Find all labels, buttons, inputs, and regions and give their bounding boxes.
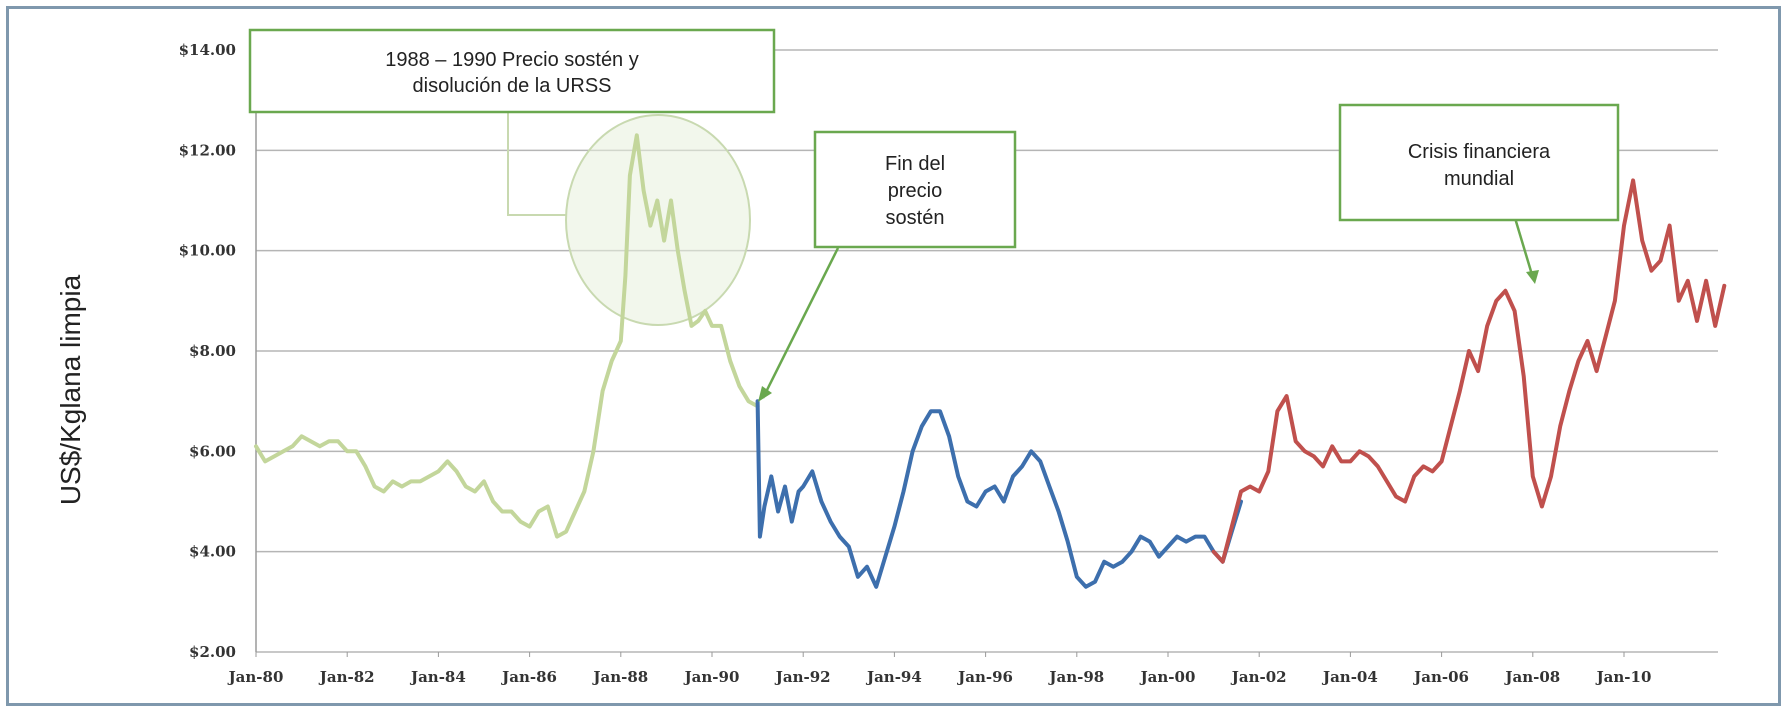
y-tick-label: $14.00 xyxy=(179,41,236,59)
x-tick-label: Jan-04 xyxy=(1321,668,1378,686)
x-tick-label: Jan-00 xyxy=(1139,668,1196,686)
y-tick-label: $10.00 xyxy=(179,242,236,260)
x-tick-label: Jan-94 xyxy=(865,668,922,686)
x-tick-label: Jan-80 xyxy=(227,668,284,686)
y-tick-label: $2.00 xyxy=(189,643,236,661)
x-tick-label: Jan-98 xyxy=(1047,668,1104,686)
arrowhead-price-support xyxy=(758,386,772,402)
x-tick-label: Jan-82 xyxy=(318,668,375,686)
y-tick-label: $12.00 xyxy=(179,141,236,159)
y-tick-label: $8.00 xyxy=(189,342,236,360)
annotation-ussr-line-1: 1988 – 1990 Precio sostén y xyxy=(385,49,639,71)
x-tick-label: Jan-86 xyxy=(500,668,557,686)
annotation-price-support-end: Fin del precio sostén xyxy=(813,130,1017,249)
arrowhead-crisis xyxy=(1526,270,1539,284)
annotation-price-support-line-3: sostén xyxy=(886,207,945,229)
x-tick-label: Jan-90 xyxy=(683,668,740,686)
y-axis-label: US$/Kglana limpia xyxy=(55,274,86,505)
x-tick-label: Jan-84 xyxy=(409,668,466,686)
y-tick-label: $6.00 xyxy=(189,442,236,460)
series-line-3 xyxy=(1211,178,1727,564)
y-tick-label: $4.00 xyxy=(189,543,236,561)
x-tick-label: Jan-88 xyxy=(591,668,648,686)
x-tick-label: Jan-92 xyxy=(774,668,831,686)
annotation-crisis-line-1: Crisis financiera xyxy=(1408,141,1551,163)
series-layer xyxy=(254,133,1727,589)
highlight-circle xyxy=(565,114,751,326)
series-line-2 xyxy=(755,399,1243,589)
annotation-arrow-price-support xyxy=(761,247,840,399)
x-tick-label: Jan-96 xyxy=(956,668,1013,686)
x-tick-label: Jan-06 xyxy=(1412,668,1469,686)
series-line-1 xyxy=(254,133,760,539)
x-axis-ticks: Jan-80 Jan-82 Jan-84 Jan-86 Jan-88 Jan-90 Jan-… xyxy=(227,652,1652,686)
x-tick-label: Jan-02 xyxy=(1230,668,1287,686)
annotation-ussr-line-2: disolución de la URSS xyxy=(413,75,612,97)
annotation-price-support-line-1: Fin del xyxy=(885,153,945,175)
annotation-connector-ussr xyxy=(507,112,566,216)
annotation-crisis: Crisis financiera mundial xyxy=(1338,103,1620,222)
annotation-arrow-crisis xyxy=(1513,217,1535,279)
y-axis-ticks: $2.00 $4.00 $6.00 $8.00 $10.00 $12.00 $14.00 xyxy=(179,41,236,661)
x-tick-label: Jan-08 xyxy=(1503,668,1560,686)
annotation-crisis-line-2: mundial xyxy=(1444,168,1514,190)
annotation-ussr: 1988 – 1990 Precio sostén y disolución d… xyxy=(248,28,776,114)
x-tick-label: Jan-10 xyxy=(1595,668,1652,686)
annotation-price-support-line-2: precio xyxy=(888,180,942,202)
